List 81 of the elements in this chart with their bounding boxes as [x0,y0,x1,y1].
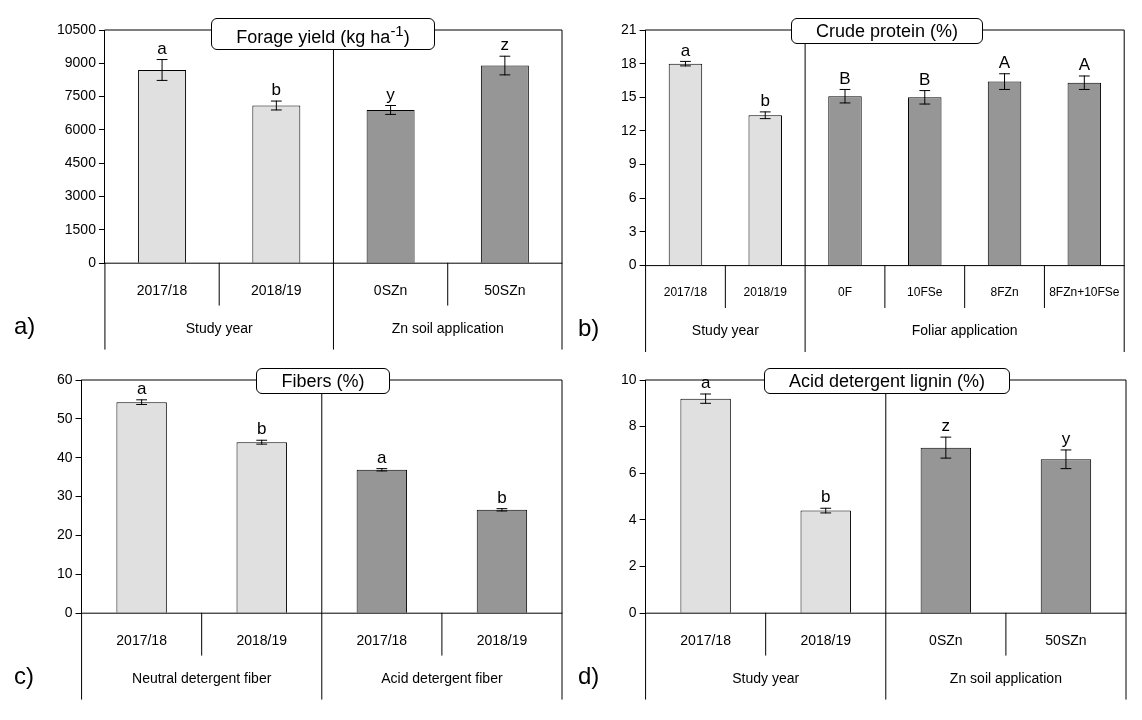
x-tick-label: 2017/18 [663,285,708,300]
y-tick-label: 0 [88,254,97,271]
data-label: a [136,379,147,399]
text: Acid detergent fiber [381,670,503,687]
data-label: a [680,40,691,60]
y-tick-label: 7500 [64,87,97,104]
x-tick-label: 0SZn [373,282,408,299]
text: Study year [732,670,800,687]
y-tick-label: 6 [628,189,637,206]
y-tick-label: 10 [56,565,73,582]
y-tick-label: 4500 [64,154,97,171]
data-label: b [760,91,770,111]
y-tick-label: 1500 [64,220,97,237]
x-tick-label: 2018/19 [476,632,528,649]
data-label: z [941,416,951,436]
y-tick-label: 18 [620,54,637,71]
data-label: A [1078,55,1091,75]
chart-title: Forage yield (kg ha$^{-1}$) [211,18,435,50]
y-tick-label: 20 [56,526,73,543]
x-tick-label: 2017/18 [136,282,188,299]
y-tick-label: 30 [56,487,73,504]
x-tick-label: 0SZn [929,632,963,649]
y-tick-label: 2 [628,557,637,574]
y-tick-label: 9 [628,155,637,172]
x-tick-label: 50SZn [484,282,526,299]
y-tick-label: 10500 [56,20,97,37]
y-tick-label: 6 [628,464,637,481]
data-label: b [257,419,267,439]
x-tick-label: 50SZn [1045,632,1087,649]
x-tick-label: 8FZn [990,285,1019,300]
x-tick-label: 10FSe [907,285,943,300]
data-label: y [1061,429,1071,449]
y-tick-label: 60 [56,370,73,387]
y-tick-label: 6000 [64,120,97,137]
y-tick-label: 40 [56,448,73,465]
y-tick-label: 8 [628,417,637,434]
x-tick-label: 2018/19 [251,282,302,299]
text: b) [578,314,600,342]
chart-title: Crude protein (%) [790,18,984,44]
data-label: y [386,84,396,104]
x-tick-label: 0F [837,285,853,300]
y-tick-label: 3000 [64,187,97,204]
chart-title: Fibers (%) [256,368,390,394]
text: Zn soil application [949,670,1062,687]
text: Zn soil application [391,320,504,337]
y-tick-label: 3 [628,222,637,239]
text: c) [14,661,34,689]
y-tick-label: 0 [628,256,637,273]
text: Foliar application [911,322,1018,339]
text: a) [14,311,36,339]
data-label: a [700,373,711,393]
x-tick-label: 2017/18 [356,632,408,649]
y-tick-label: 50 [56,409,73,426]
data-label: a [157,38,168,58]
x-tick-label: 2018/19 [236,632,288,649]
y-tick-label: 0 [64,604,73,621]
text: Neutral detergent fiber [132,670,272,687]
y-tick-label: 4 [628,510,637,527]
y-tick-label: 15 [620,88,637,105]
data-label: b [497,487,507,507]
data-label: a [377,447,388,467]
data-label: b [821,487,831,507]
x-tick-label: 2018/19 [800,632,852,649]
x-tick-label: 2017/18 [116,632,168,649]
x-tick-label: 2017/18 [680,632,732,649]
text: Study year [691,322,760,339]
text: Study year [185,320,253,337]
x-tick-label: 2018/19 [743,285,788,300]
y-tick-label: 10 [620,370,637,387]
x-tick-label: 8FZn+10FSe [1049,285,1120,300]
y-tick-label: 9000 [64,54,97,71]
text: d) [578,661,600,689]
data-label: b [271,80,282,100]
data-label: B [919,69,931,89]
data-label: A [998,52,1011,72]
data-label: z [500,35,510,55]
y-tick-label: 0 [628,604,637,621]
chart-title: Acid detergent lignin (%) [763,368,1011,394]
y-tick-label: 21 [620,20,637,37]
y-tick-label: 12 [620,121,637,138]
data-label: B [839,68,851,88]
